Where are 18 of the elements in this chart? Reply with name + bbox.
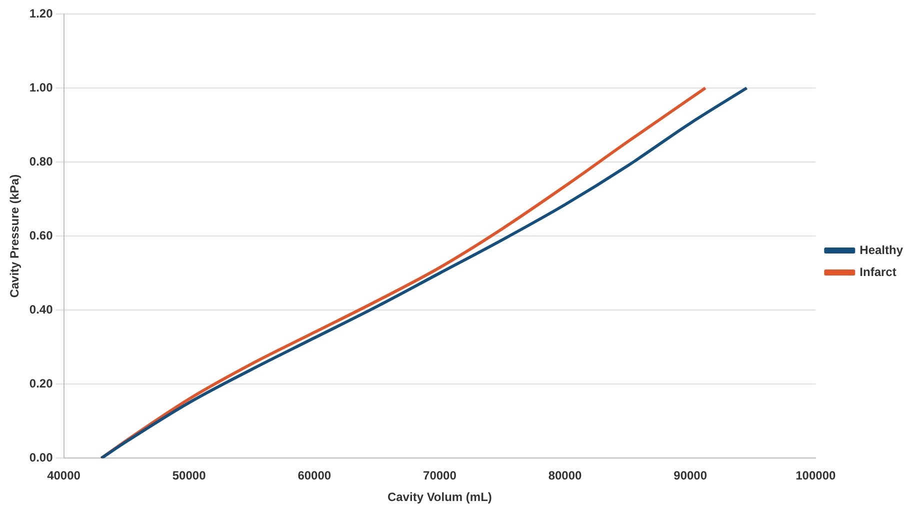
y-axis-title: Cavity Pressure (kPa) (8, 174, 22, 298)
legend-label: Healthy (860, 242, 904, 257)
x-tick-label: 50000 (172, 468, 206, 483)
y-tick-label: 1.00 (29, 80, 54, 94)
x-tick-label: 40000 (47, 468, 81, 483)
y-tick-label: 0.00 (29, 450, 54, 465)
y-tick-label: 0.40 (29, 302, 54, 316)
x-axis-title: Cavity Volum (mL) (387, 490, 492, 504)
x-tick-label: 60000 (298, 468, 332, 483)
y-tick-label: 0.80 (29, 154, 54, 168)
y-tick-label: 0.20 (29, 376, 54, 390)
x-tick-label: 90000 (674, 468, 708, 483)
y-tick-label: 1.20 (29, 6, 54, 20)
y-tick-label: 0.60 (29, 228, 54, 242)
x-tick-label: 80000 (548, 468, 582, 483)
legend-label: Infarct (860, 264, 896, 279)
x-tick-label: 100000 (796, 468, 836, 483)
x-tick-label: 70000 (423, 468, 457, 483)
